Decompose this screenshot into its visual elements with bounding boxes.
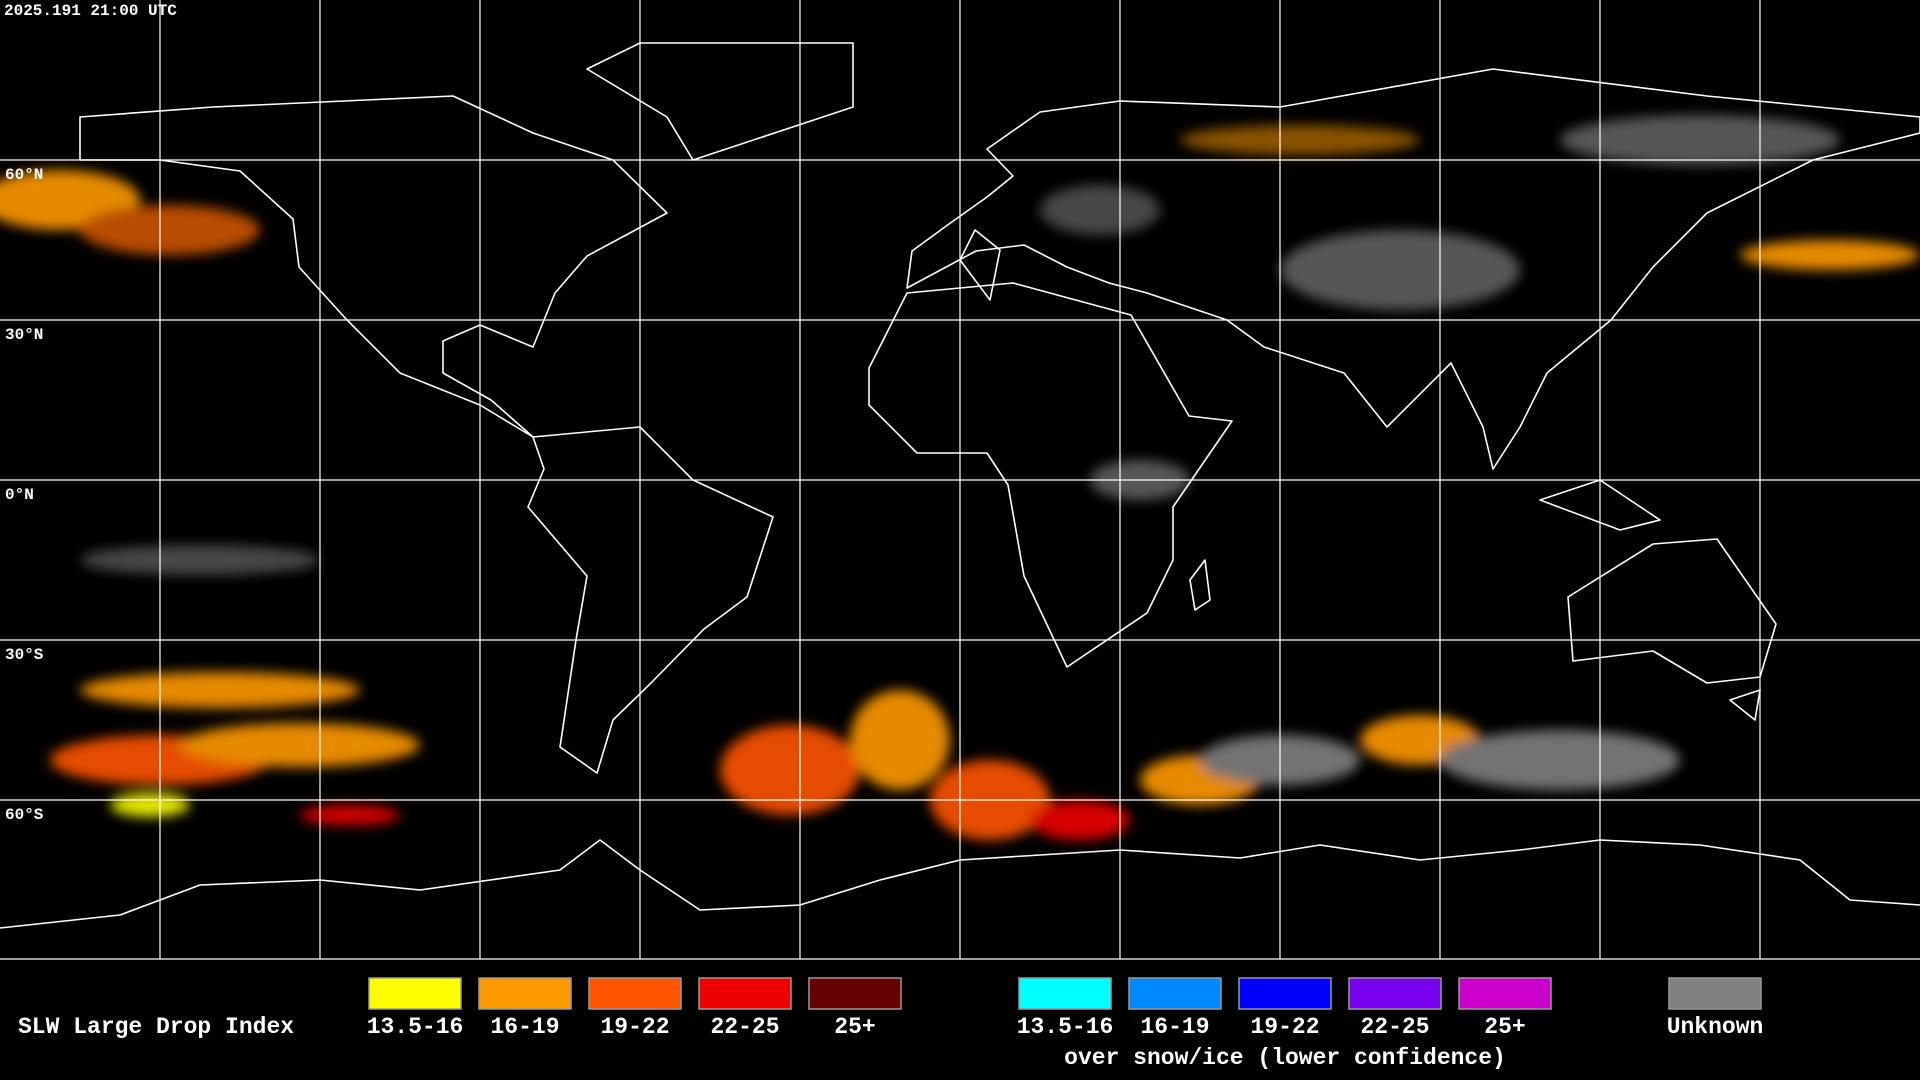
coastline [959,229,1761,721]
latitude-label: 60°S [5,806,44,824]
legend-label: 19-22 [600,1014,669,1040]
latitude-label: 30°N [5,326,43,344]
legend-swatch [478,977,572,1010]
legend-swatch [368,977,462,1010]
legend-swatch [1458,977,1552,1010]
coastline [527,426,774,774]
cloud-area [1560,115,1840,165]
cloud-area [180,723,420,767]
legend-swatch [1128,977,1222,1010]
coastline [906,68,1920,470]
legend-label: 25+ [1484,1014,1525,1040]
legend-swatch [1668,977,1762,1010]
legend-swatch [1018,977,1112,1010]
legend-label: 13.5-16 [1017,1014,1114,1040]
latitude-labels: 60°N 30°N 0°N 30°S 60°S [5,166,44,824]
legend-label: 22-25 [1360,1014,1429,1040]
latitude-label: 0°N [5,486,34,504]
latitude-label: 60°N [5,166,43,184]
graticule [0,0,1920,960]
legend-label: 25+ [834,1014,875,1040]
legend-swatch [588,977,682,1010]
cloud-area [1280,230,1520,310]
legend-label: 22-25 [710,1014,779,1040]
cloud-area [80,545,320,575]
cloud-area [850,690,950,790]
cloud-area [1040,185,1160,235]
coastline [79,95,668,438]
cloud-area [300,805,400,825]
cloud-area [1030,800,1130,840]
cloud-area [80,672,360,708]
legend: 13.5-16 16-19 19-22 22-25 25+ 13.5-16 16-19 19-… [367,977,1764,1071]
legend-label: 13.5-16 [367,1014,464,1040]
legend-label: 16-19 [490,1014,559,1040]
legend-swatch [1348,977,1442,1010]
cloud-area [1740,240,1920,270]
legend-swatch [808,977,902,1010]
latitude-label: 30°S [5,646,44,664]
legend-swatch [698,977,792,1010]
legend-title: SLW Large Drop Index [18,1014,294,1040]
cloud-area [1440,730,1680,790]
legend-label: 16-19 [1140,1014,1209,1040]
cloud-area [80,205,260,255]
cloud-area [1180,125,1420,155]
timestamp: 2025.191 21:00 UTC [4,2,177,20]
cloud-area [110,793,190,817]
coastline [868,282,1233,668]
map [0,0,1920,960]
legend-swatch [1238,977,1332,1010]
cloud-area [720,725,860,815]
legend-label: Unknown [1667,1014,1764,1040]
cloud-imagery [0,115,1920,840]
legend-label: 19-22 [1250,1014,1319,1040]
legend-caption: over snow/ice (lower confidence) [1064,1045,1506,1071]
